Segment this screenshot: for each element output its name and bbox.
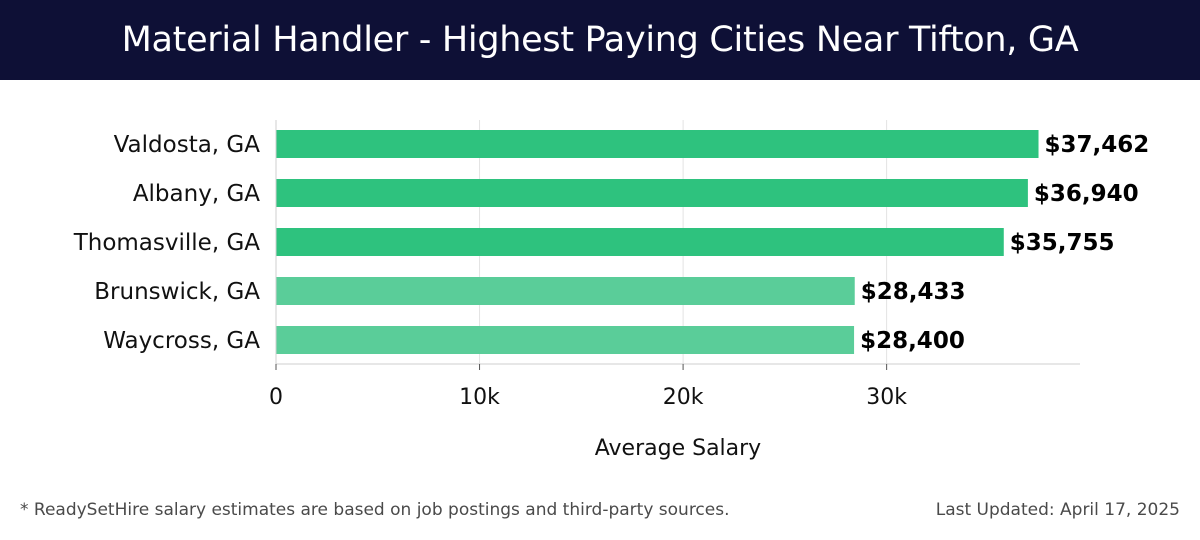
value-label: $35,755 [1010,230,1115,256]
x-axis: 0 10k 20k 30k [269,120,1080,410]
chart-title: Material Handler - Highest Paying Cities… [121,20,1079,60]
bar [276,179,1028,207]
footer-note: * ReadySetHire salary estimates are base… [20,500,730,520]
category-label: Brunswick, GA [94,279,260,305]
labels: Valdosta, GA $37,462 Albany, GA $36,940 Thom… [73,132,1150,354]
category-label: Thomasville, GA [73,230,261,256]
value-label: $36,940 [1034,181,1139,207]
x-tick-label: 0 [269,385,283,410]
value-label: $28,400 [860,328,965,354]
last-updated: Last Updated: April 17, 2025 [935,500,1180,520]
chart-header: Material Handler - Highest Paying Cities… [0,0,1200,80]
category-label: Valdosta, GA [114,132,261,158]
category-label: Albany, GA [133,181,260,207]
x-tick-label: 20k [663,385,704,410]
bar [276,326,855,354]
salary-bar-chart: 0 10k 20k 30k Valdosta, GA $37,462 Albany, GA… [73,120,1150,461]
value-label: $37,462 [1045,132,1150,158]
x-tick-label: 30k [866,385,907,410]
x-axis-title: Average Salary [595,436,761,461]
value-label: $28,433 [861,279,966,305]
x-tick-label: 10k [459,385,500,410]
bar [276,277,855,305]
bar [276,130,1039,158]
category-label: Waycross, GA [103,328,260,354]
bars [276,130,1039,354]
bar [276,228,1004,256]
